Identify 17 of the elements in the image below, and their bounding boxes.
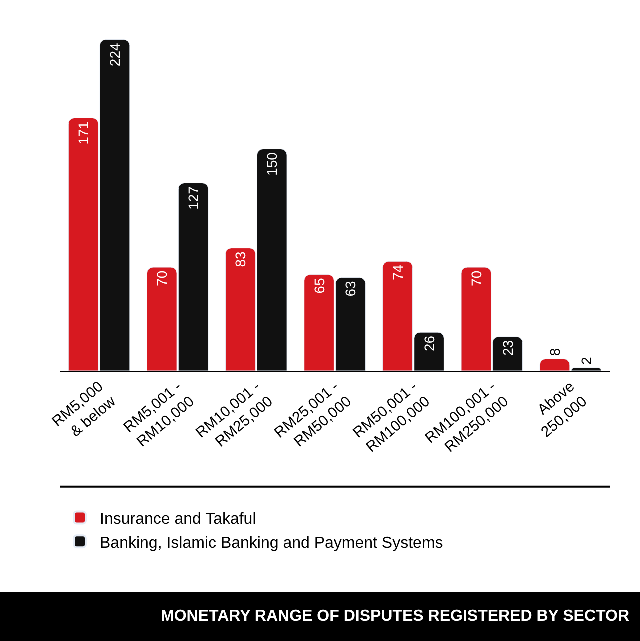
data-label: 23 (500, 340, 516, 356)
data-label: 150 (264, 152, 280, 176)
data-label: 8 (547, 348, 563, 356)
data-label: 65 (311, 278, 328, 294)
data-label: 83 (232, 251, 249, 268)
legend-label: Banking, Islamic Banking and Payment Systems (100, 534, 444, 552)
data-label: 2 (578, 357, 594, 366)
data-label: 74 (390, 264, 406, 281)
data-label: 171 (76, 121, 92, 145)
text: MONETARY RANGE OF DISPUTES REGISTERED BY SECTOR (161, 608, 630, 625)
data-label: 224 (107, 43, 123, 67)
data-label: 127 (186, 186, 202, 210)
legend-label: Insurance and Takaful (100, 511, 256, 528)
data-label: 70 (468, 270, 484, 286)
data-label: 70 (154, 270, 170, 286)
data-label: 63 (342, 281, 359, 297)
data-label: 26 (421, 336, 438, 352)
